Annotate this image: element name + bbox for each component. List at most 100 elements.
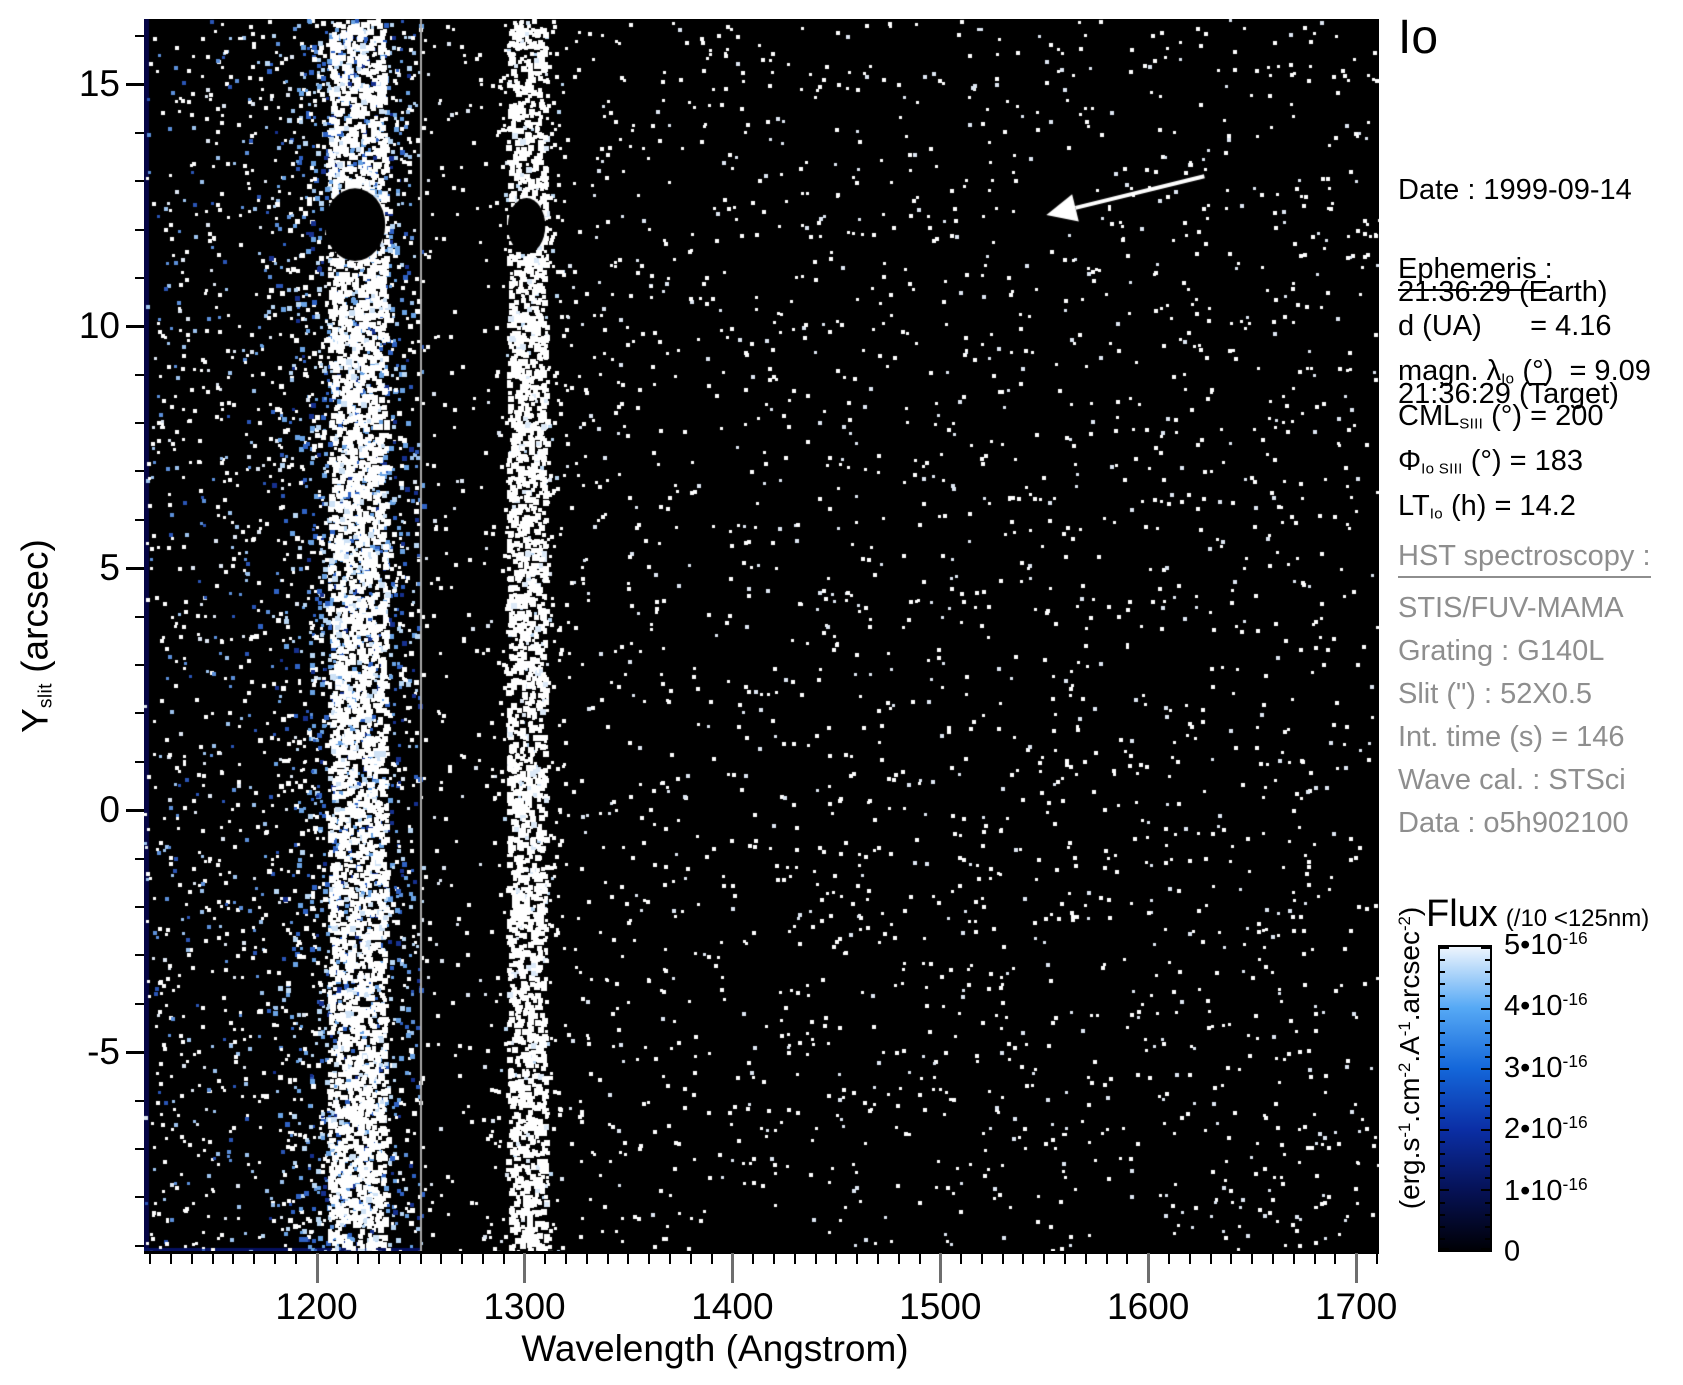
x-axis-minor-tick bbox=[876, 1253, 879, 1264]
colorbar-tick bbox=[1485, 983, 1490, 985]
x-axis-minor-tick bbox=[565, 1253, 568, 1264]
colorbar-tick bbox=[1440, 1105, 1445, 1107]
y-axis-minor-tick bbox=[135, 422, 144, 425]
y-axis-minor-tick bbox=[135, 373, 144, 376]
x-axis-minor-tick bbox=[1313, 1253, 1316, 1264]
colorbar-tick-label: 5•10-16 bbox=[1504, 928, 1588, 961]
x-axis-minor-tick bbox=[211, 1253, 214, 1264]
ephemeris-row: LTIo (h) = 14.2 bbox=[1398, 490, 1576, 523]
colorbar-tick bbox=[1485, 1032, 1490, 1034]
colorbar-tick bbox=[1440, 1226, 1445, 1228]
colorbar-tick bbox=[1440, 1020, 1445, 1022]
colorbar-tick bbox=[1485, 1165, 1490, 1167]
x-axis-minor-tick bbox=[1043, 1253, 1046, 1264]
colorbar-tick-label: 4•10-16 bbox=[1504, 989, 1588, 1023]
hst-row: Grating : G140L bbox=[1398, 635, 1605, 667]
colorbar-tick bbox=[1481, 1129, 1490, 1131]
flux-unit-label: (erg.s-1.cm-2.A-1.arcsec-2) bbox=[1394, 906, 1425, 1210]
y-tick-label: 15 bbox=[78, 63, 120, 105]
x-axis-minor-tick bbox=[336, 1253, 339, 1264]
y-axis-major-tick bbox=[126, 809, 144, 813]
x-axis-minor-tick bbox=[710, 1253, 713, 1264]
colorbar-tick bbox=[1485, 1214, 1490, 1216]
y-axis-major-tick bbox=[126, 83, 144, 87]
colorbar-tick-label: 2•10-16 bbox=[1504, 1112, 1588, 1145]
x-axis-minor-tick bbox=[357, 1253, 360, 1264]
y-axis-minor-tick bbox=[135, 712, 144, 715]
colorbar-tick bbox=[1440, 1032, 1445, 1034]
target-time-line: 21:36:29 (Target) bbox=[1398, 378, 1619, 410]
colorbar-tick bbox=[1485, 1117, 1490, 1119]
earth-time-line: 21:36:29 (Earth) bbox=[1398, 276, 1608, 308]
x-axis-minor-tick bbox=[377, 1253, 380, 1264]
y-axis-minor-tick bbox=[135, 1099, 144, 1102]
y-tick-label: 0 bbox=[99, 789, 120, 831]
y-axis-major-tick bbox=[126, 1051, 144, 1055]
spectral-image-canvas bbox=[144, 19, 1379, 1253]
date-block: Date : 1999-09-14 21:36:29 (Earth) 21:36… bbox=[1398, 105, 1632, 479]
y-axis-minor-tick bbox=[135, 470, 144, 473]
y-axis-minor-tick bbox=[135, 180, 144, 183]
colorbar-tick bbox=[1440, 995, 1445, 997]
colorbar-tick bbox=[1481, 1248, 1490, 1250]
y-axis-minor-tick bbox=[135, 1002, 144, 1005]
x-axis-line bbox=[144, 1251, 1379, 1254]
colorbar-tick bbox=[1440, 1153, 1445, 1155]
ephemeris-row: CMLSIII (°) = 200 bbox=[1398, 400, 1604, 433]
colorbar-tick bbox=[1481, 947, 1490, 949]
x-axis-minor-tick bbox=[689, 1253, 692, 1264]
colorbar-tick bbox=[1481, 1189, 1490, 1191]
x-tick-label: 1700 bbox=[1314, 1286, 1398, 1327]
colorbar-tick bbox=[1440, 1177, 1445, 1179]
colorbar-tick bbox=[1440, 1238, 1445, 1240]
x-axis-minor-tick bbox=[1209, 1253, 1212, 1264]
ephemeris-block: Ephemeris : d (UA) = 4.16 magn. λIo (°) =… bbox=[1398, 253, 1651, 529]
colorbar-tick bbox=[1485, 1056, 1490, 1058]
y-tick-label: -5 bbox=[87, 1031, 120, 1073]
y-axis-minor-tick bbox=[135, 615, 144, 618]
x-axis-minor-tick bbox=[606, 1253, 609, 1264]
flux-legend-title: Flux (/10 <125nm) bbox=[1426, 893, 1649, 936]
colorbar-tick bbox=[1440, 1044, 1445, 1046]
colorbar-tick bbox=[1440, 1202, 1445, 1204]
x-axis-minor-tick bbox=[1022, 1253, 1025, 1264]
x-axis-minor-tick bbox=[814, 1253, 817, 1264]
x-axis-minor-tick bbox=[1230, 1253, 1233, 1264]
y-tick-label: 5 bbox=[99, 547, 120, 589]
colorbar-tick bbox=[1440, 1068, 1449, 1070]
colorbar-tick bbox=[1485, 1020, 1490, 1022]
x-axis-minor-tick bbox=[149, 1253, 152, 1264]
x-axis-minor-tick bbox=[481, 1253, 484, 1264]
ephemeris-heading: Ephemeris : bbox=[1398, 253, 1553, 291]
x-axis-minor-tick bbox=[1126, 1253, 1129, 1264]
y-axis-minor-tick bbox=[135, 276, 144, 279]
x-axis-minor-tick bbox=[398, 1253, 401, 1264]
colorbar-tick bbox=[1485, 1044, 1490, 1046]
x-axis-minor-tick bbox=[627, 1253, 630, 1264]
x-axis-minor-tick bbox=[793, 1253, 796, 1264]
x-axis-minor-tick bbox=[1084, 1253, 1087, 1264]
x-axis-minor-tick bbox=[980, 1253, 983, 1264]
x-axis-major-tick bbox=[523, 1253, 527, 1283]
y-axis-minor-tick bbox=[135, 664, 144, 667]
x-axis-minor-tick bbox=[897, 1253, 900, 1264]
x-axis-minor-tick bbox=[835, 1253, 838, 1264]
hst-heading: HST spectroscopy : bbox=[1398, 540, 1651, 578]
x-axis-minor-tick bbox=[544, 1253, 547, 1264]
y-axis-minor-tick bbox=[135, 518, 144, 521]
colorbar-tick bbox=[1440, 1129, 1449, 1131]
x-axis-minor-tick bbox=[1271, 1253, 1274, 1264]
hst-row: STIS/FUV-MAMA bbox=[1398, 592, 1624, 624]
hst-row: Wave cal. : STSci bbox=[1398, 764, 1626, 796]
colorbar-tick bbox=[1485, 1226, 1490, 1228]
x-axis-minor-tick bbox=[1292, 1253, 1295, 1264]
hst-spectroscopy-block: HST spectroscopy : STIS/FUV-MAMA Grating … bbox=[1398, 540, 1651, 845]
x-axis-major-tick bbox=[315, 1253, 319, 1283]
x-axis-minor-tick bbox=[273, 1253, 276, 1264]
x-axis-minor-tick bbox=[294, 1253, 297, 1264]
colorbar-tick bbox=[1440, 1092, 1445, 1094]
x-tick-label: 1400 bbox=[691, 1286, 774, 1327]
x-axis-minor-tick bbox=[502, 1253, 505, 1264]
x-axis-minor-tick bbox=[1334, 1253, 1337, 1264]
x-axis-minor-tick bbox=[1251, 1253, 1254, 1264]
